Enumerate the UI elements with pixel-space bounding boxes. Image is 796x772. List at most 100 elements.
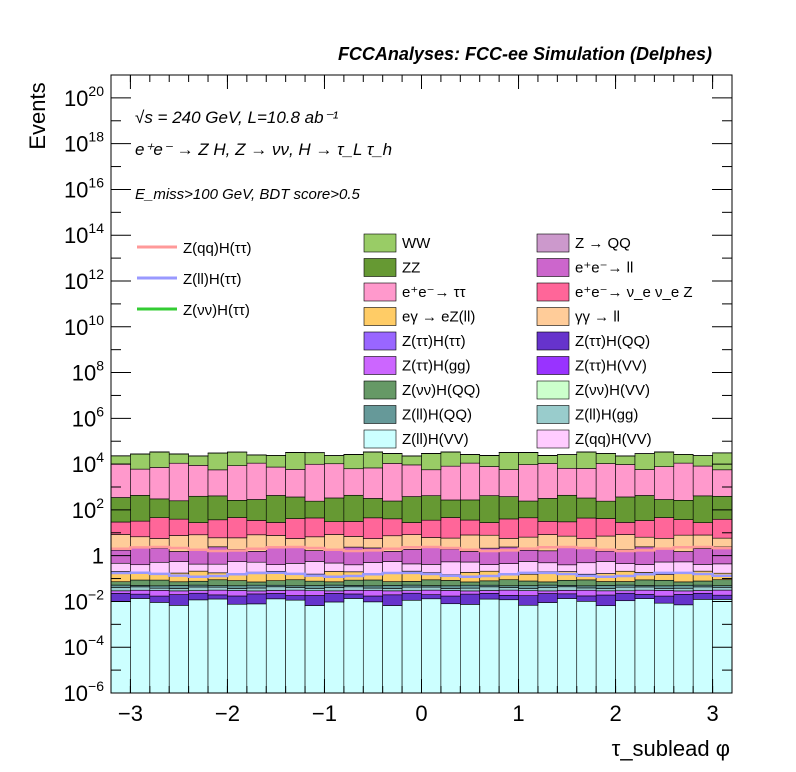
- bar: [207, 563, 228, 574]
- bar: [324, 593, 345, 603]
- bar: [440, 517, 461, 539]
- bar: [634, 598, 655, 694]
- bar: [537, 550, 558, 564]
- bar: [712, 594, 733, 600]
- bar: [382, 590, 403, 596]
- bar: [168, 518, 189, 536]
- bar: [440, 451, 461, 467]
- bar: [634, 520, 655, 538]
- bar: [634, 536, 655, 548]
- bar: [149, 467, 170, 500]
- bar: [149, 602, 170, 694]
- axis-ticks: [110, 74, 733, 694]
- bar: [382, 561, 403, 574]
- x-axis-label: τ_sublead φ: [612, 736, 730, 761]
- bar: [421, 579, 442, 586]
- bar: [712, 563, 733, 574]
- legend-swatch: [363, 307, 397, 326]
- bar: [304, 561, 325, 575]
- bar: [168, 561, 189, 574]
- bar: [460, 454, 481, 464]
- y-tick-labels: 10−6 10−4 10−2 1 102 104 106 108 1010 1012 1014 101…: [64, 83, 105, 706]
- bar: [382, 585, 403, 589]
- bar: [576, 579, 597, 587]
- bar: [149, 590, 170, 597]
- bar: [382, 572, 403, 582]
- bar: [110, 584, 131, 588]
- bar: [576, 497, 597, 519]
- bar: [634, 589, 655, 595]
- bar: [188, 495, 209, 523]
- bar: [440, 603, 461, 694]
- bar: [595, 518, 616, 537]
- bar: [421, 546, 442, 565]
- bar: [440, 548, 461, 563]
- legend-swatch: [536, 233, 570, 253]
- series-3: [110, 586, 733, 592]
- bar: [304, 550, 325, 562]
- bar: [615, 522, 636, 535]
- bar: [479, 534, 500, 549]
- bar: [460, 551, 481, 563]
- bar: [265, 593, 286, 600]
- bar: [479, 522, 500, 536]
- bar: [188, 534, 209, 550]
- bar: [130, 453, 151, 470]
- legend-swatch: [363, 429, 397, 449]
- legend-swatch: [536, 307, 570, 326]
- y-tick-label: 1016: [64, 174, 104, 202]
- y-tick-label: 1020: [64, 83, 104, 111]
- bar: [498, 579, 519, 587]
- y-tick-label: 10−6: [64, 678, 105, 706]
- bar: [382, 551, 403, 562]
- bar: [421, 519, 442, 538]
- series-9: [110, 534, 733, 552]
- x-tick-label: 1: [512, 701, 524, 726]
- x-tick-labels: −3 −2 −1 0 1 2 3: [118, 701, 719, 726]
- bar: [595, 500, 616, 519]
- bar: [207, 452, 228, 471]
- legend-label: γγ → ll: [575, 309, 620, 326]
- bar: [518, 549, 539, 562]
- bar: [654, 590, 675, 597]
- bar: [595, 588, 616, 592]
- bar: [615, 464, 636, 498]
- bar: [673, 584, 694, 589]
- bar: [382, 581, 403, 586]
- bar: [324, 601, 345, 694]
- bar: [265, 598, 286, 694]
- bar: [615, 563, 636, 572]
- legend-swatch: [363, 233, 397, 253]
- legend-label: Z(ττ)H(VV): [575, 358, 647, 375]
- series-13: [110, 451, 733, 471]
- bar: [324, 562, 345, 572]
- bar: [673, 534, 694, 552]
- bar: [110, 562, 131, 572]
- bar: [673, 587, 694, 592]
- bar: [692, 580, 713, 586]
- bar: [673, 462, 694, 501]
- bar: [130, 579, 151, 586]
- bar: [168, 500, 189, 520]
- bar: [498, 587, 519, 591]
- bar: [576, 547, 597, 564]
- series-17: [110, 451, 733, 457]
- bar: [227, 517, 248, 539]
- bar: [479, 586, 500, 591]
- bar: [324, 521, 345, 535]
- legend-swatch: [363, 380, 397, 400]
- bar: [207, 469, 228, 497]
- bar: [712, 579, 733, 587]
- bar: [401, 549, 422, 565]
- bar: [634, 564, 655, 573]
- bar: [557, 521, 578, 537]
- legend-label: ZZ: [402, 260, 420, 277]
- bar: [634, 469, 655, 496]
- bar: [149, 451, 170, 468]
- bar: [576, 538, 597, 548]
- legend-swatch: [363, 405, 397, 424]
- legend-label: WW: [402, 235, 431, 252]
- bar: [304, 590, 325, 596]
- bar: [654, 537, 675, 549]
- y-tick-label: 1: [92, 544, 104, 569]
